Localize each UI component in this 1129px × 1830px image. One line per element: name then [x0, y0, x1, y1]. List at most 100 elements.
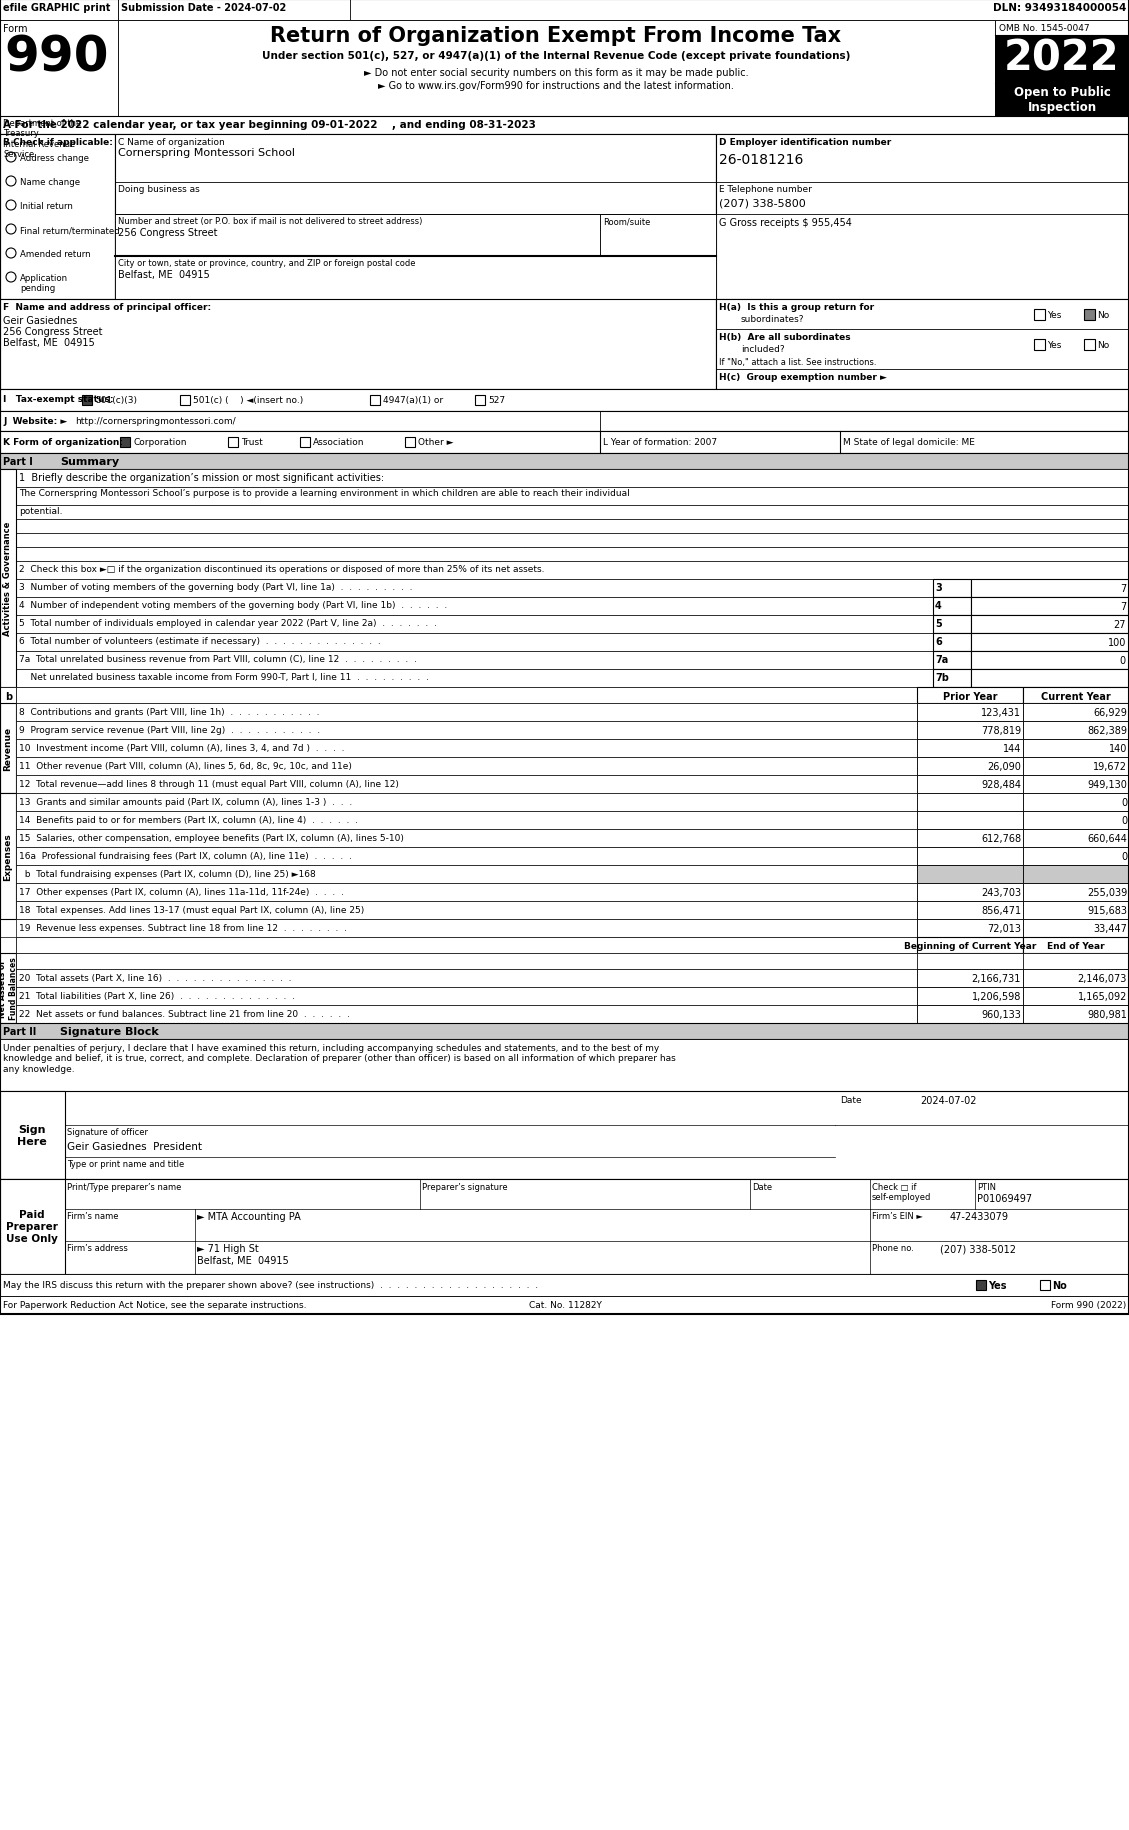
Text: 5  Total number of individuals employed in calendar year 2022 (Part V, line 2a) : 5 Total number of individuals employed i…	[19, 619, 437, 628]
Text: 2024-07-02: 2024-07-02	[920, 1096, 977, 1105]
Text: 33,447: 33,447	[1093, 924, 1127, 933]
Text: 2,146,073: 2,146,073	[1077, 974, 1127, 983]
Bar	[716, 300, 1129, 390]
Text: (207) 338-5800: (207) 338-5800	[719, 198, 806, 209]
Bar	[1023, 721, 1129, 739]
Text: 13  Grants and similar amounts paid (Part IX, column (A), lines 1-3 )  .  .  .: 13 Grants and similar amounts paid (Part…	[19, 798, 352, 807]
Text: 3: 3	[935, 582, 942, 593]
Text: 4  Number of independent voting members of the governing body (Part VI, line 1b): 4 Number of independent voting members o…	[19, 600, 447, 609]
Text: 140: 140	[1109, 743, 1127, 754]
Text: (207) 338-5012: (207) 338-5012	[940, 1243, 1016, 1254]
Bar	[917, 776, 1023, 794]
Text: Geir Gasiednes: Geir Gasiednes	[3, 317, 77, 326]
Bar	[1023, 739, 1129, 758]
Bar	[917, 758, 1023, 776]
Text: Part II: Part II	[3, 1027, 36, 1036]
Text: Firm’s address: Firm’s address	[67, 1243, 128, 1252]
Text: Date: Date	[840, 1096, 861, 1103]
Bar	[975, 1281, 986, 1290]
Text: Initial return: Initial return	[20, 201, 73, 210]
Text: Belfast, ME  04915: Belfast, ME 04915	[119, 269, 210, 280]
Text: For Paperwork Reduction Act Notice, see the separate instructions.: For Paperwork Reduction Act Notice, see …	[3, 1301, 306, 1308]
Text: 66,929: 66,929	[1093, 708, 1127, 717]
Text: Revenue: Revenue	[3, 727, 12, 770]
Text: 8  Contributions and grants (Part VIII, line 1h)  .  .  .  .  .  .  .  .  .  .  : 8 Contributions and grants (Part VIII, l…	[19, 708, 320, 717]
Bar	[0, 534, 1129, 547]
Text: PTIN: PTIN	[977, 1182, 996, 1191]
Text: OMB No. 1545-0047: OMB No. 1545-0047	[999, 24, 1089, 33]
Bar	[1034, 309, 1045, 320]
Bar	[16, 970, 917, 988]
Bar	[16, 902, 917, 919]
Text: 27: 27	[1113, 620, 1126, 630]
Bar	[933, 670, 971, 688]
Text: Cat. No. 11282Y: Cat. No. 11282Y	[528, 1301, 602, 1308]
Bar	[971, 615, 1129, 633]
Text: Yes: Yes	[1047, 340, 1061, 350]
Bar	[0, 547, 1129, 562]
Bar	[1040, 1281, 1050, 1290]
Bar	[119, 0, 350, 20]
Bar	[1023, 847, 1129, 866]
Bar	[0, 117, 1129, 135]
Text: 10  Investment income (Part VIII, column (A), lines 3, 4, and 7d )  .  .  .  .: 10 Investment income (Part VIII, column …	[19, 743, 344, 752]
Text: Form 990 (2022): Form 990 (2022)	[1051, 1301, 1126, 1308]
Text: Association: Association	[313, 437, 365, 447]
Bar	[1023, 703, 1129, 721]
Bar	[917, 1005, 1023, 1023]
Bar	[0, 703, 16, 794]
Bar	[0, 0, 1129, 1314]
Text: 7b: 7b	[935, 673, 948, 683]
Bar	[917, 919, 1023, 937]
Bar	[16, 988, 917, 1005]
Text: 2  Check this box ►□ if the organization discontinued its operations or disposed: 2 Check this box ►□ if the organization …	[19, 565, 544, 573]
Bar	[917, 988, 1023, 1005]
Text: Yes: Yes	[988, 1281, 1006, 1290]
Bar	[16, 758, 917, 776]
Text: B Check if applicable:: B Check if applicable:	[3, 137, 113, 146]
Bar	[1023, 1005, 1129, 1023]
Text: potential.: potential.	[19, 507, 62, 516]
Bar	[1023, 970, 1129, 988]
Text: 4947(a)(1) or: 4947(a)(1) or	[383, 395, 443, 404]
Bar	[971, 598, 1129, 615]
Text: Paid
Preparer
Use Only: Paid Preparer Use Only	[6, 1210, 58, 1243]
Bar	[0, 1179, 1129, 1274]
Text: 6  Total number of volunteers (estimate if necessary)  .  .  .  .  .  .  .  .  .: 6 Total number of volunteers (estimate i…	[19, 637, 380, 646]
Text: Open to Public
Inspection: Open to Public Inspection	[1014, 86, 1111, 113]
Text: http://cornerspringmontessori.com/: http://cornerspringmontessori.com/	[75, 417, 236, 426]
Text: City or town, state or province, country, and ZIP or foreign postal code: City or town, state or province, country…	[119, 258, 415, 267]
Bar	[917, 953, 1023, 970]
Bar	[0, 505, 1129, 520]
Bar	[120, 437, 130, 448]
Text: Return of Organization Exempt From Income Tax: Return of Organization Exempt From Incom…	[271, 26, 841, 46]
Bar	[119, 20, 995, 117]
Bar	[917, 739, 1023, 758]
Text: Geir Gasiednes  President: Geir Gasiednes President	[67, 1142, 202, 1151]
Bar	[933, 633, 971, 651]
Bar	[0, 1179, 65, 1274]
Bar	[16, 721, 917, 739]
Text: Net unrelated business taxable income from Form 990-T, Part I, line 11  .  .  . : Net unrelated business taxable income fr…	[19, 673, 429, 681]
Text: End of Year: End of Year	[1048, 941, 1105, 950]
Text: K Form of organization:: K Form of organization:	[3, 437, 123, 447]
Text: 255,039: 255,039	[1087, 888, 1127, 897]
Bar	[0, 412, 1129, 432]
Bar	[1023, 902, 1129, 919]
Text: 612,768: 612,768	[981, 833, 1021, 844]
Text: 7: 7	[1120, 602, 1126, 611]
Bar	[16, 953, 917, 970]
Text: Submission Date - 2024-07-02: Submission Date - 2024-07-02	[121, 4, 287, 13]
Text: ► 71 High St: ► 71 High St	[196, 1243, 259, 1254]
Bar	[0, 432, 1129, 454]
Bar	[0, 470, 1129, 489]
Text: 20  Total assets (Part X, line 16)  .  .  .  .  .  .  .  .  .  .  .  .  .  .  .: 20 Total assets (Part X, line 16) . . . …	[19, 974, 291, 983]
Text: ► Do not enter social security numbers on this form as it may be made public.: ► Do not enter social security numbers o…	[364, 68, 749, 79]
Bar	[115, 214, 599, 256]
Bar	[1084, 309, 1095, 320]
Text: 1  Briefly describe the organization’s mission or most significant activities:: 1 Briefly describe the organization’s mi…	[19, 472, 384, 483]
Bar	[917, 829, 1023, 847]
Text: subordinates?: subordinates?	[741, 315, 805, 324]
Text: 123,431: 123,431	[981, 708, 1021, 717]
Bar	[917, 937, 1023, 953]
